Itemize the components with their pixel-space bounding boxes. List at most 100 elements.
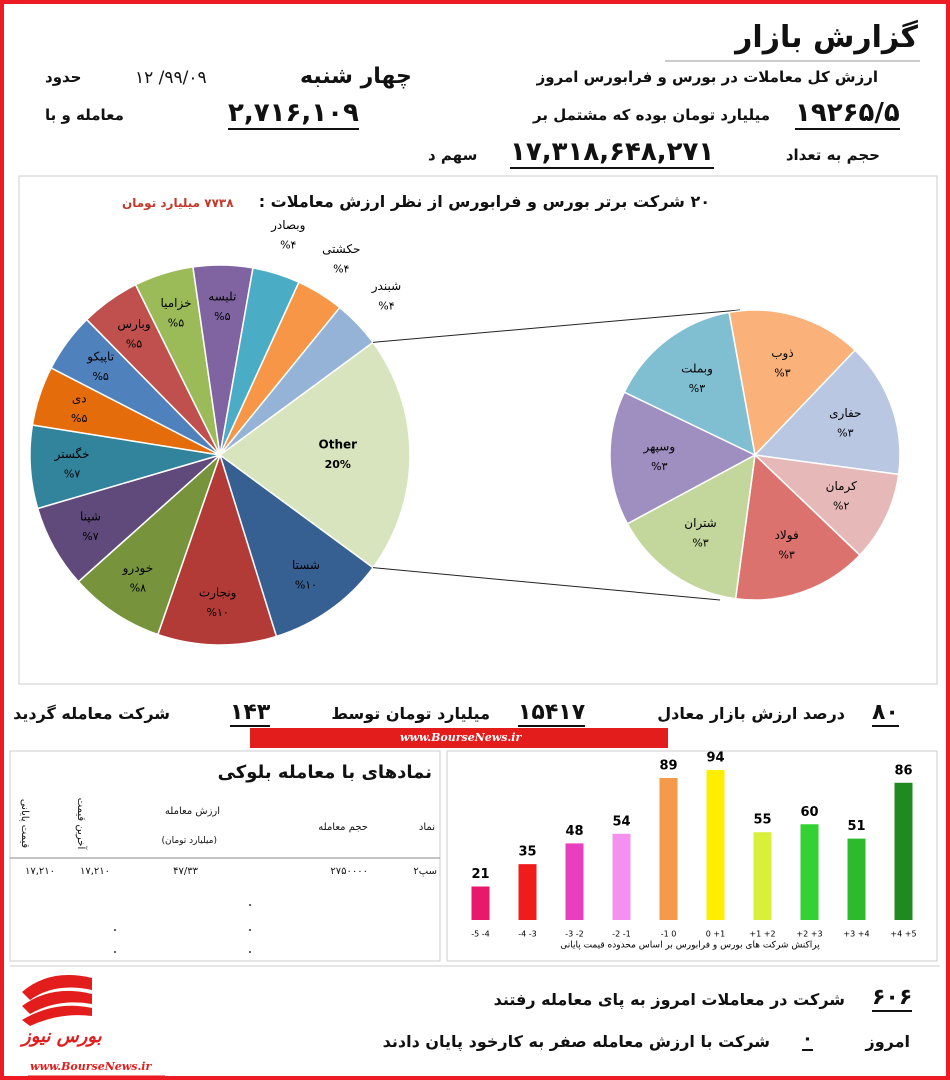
slice-label: خگستر xyxy=(54,447,90,462)
slice-value: %۵ xyxy=(92,370,108,383)
bar-frame xyxy=(446,750,938,962)
pie-slice xyxy=(626,453,756,600)
summary-text: معامله و با xyxy=(45,106,124,124)
x-tick-label: +3 +4 xyxy=(843,930,869,939)
logo-swoosh xyxy=(22,990,92,1014)
bar xyxy=(471,886,490,920)
volume: ۱۷,۳۱۸,۶۴۸,۲۷۱ xyxy=(510,137,715,169)
slice-label: خزامیا xyxy=(160,296,191,311)
slice-value: %۷ xyxy=(64,467,80,480)
placeholder-dot xyxy=(249,904,251,906)
slice-label: شستا xyxy=(292,558,320,572)
slice-value: 20% xyxy=(325,458,351,471)
placeholder-dot xyxy=(114,929,116,931)
slice-label: شتران xyxy=(684,516,716,531)
summary-text: ارزش کل معاملات در بورس و فرابورس امروز xyxy=(536,68,878,86)
bar-value: 60 xyxy=(800,805,818,820)
pie-slice xyxy=(734,453,861,601)
x-tick-label: +1 +2 xyxy=(749,930,775,939)
bar-value: 35 xyxy=(518,845,536,860)
bar-value: 86 xyxy=(894,763,912,778)
connector xyxy=(372,567,721,601)
x-tick-label: +2 +3 xyxy=(796,930,822,939)
bar-value: 94 xyxy=(706,751,724,766)
slice-value: %۳ xyxy=(837,426,853,439)
bar xyxy=(800,824,819,920)
x-tick-label: -5 -4 xyxy=(471,930,490,939)
footer-text: شرکت با ارزش معامله صفر به کارخود پایان … xyxy=(382,1032,770,1051)
slice-label: وبصادر xyxy=(270,218,305,233)
share-value: ۱۵۴۱۷ xyxy=(518,700,586,727)
x-tick-label: -3 -2 xyxy=(565,930,584,939)
slice-label: تاپیکو xyxy=(86,350,114,365)
slice-label: کرمان xyxy=(826,479,858,494)
pie-slice xyxy=(753,349,901,476)
slice-value: %۴ xyxy=(333,263,349,276)
logo-swoosh xyxy=(22,1005,92,1026)
slice-value: %۸ xyxy=(130,581,146,594)
pie-subtitle: ۷۷۳۸ میلیارد تومان xyxy=(122,196,234,210)
bar-value: 55 xyxy=(753,813,771,828)
slice-value: %۱۰ xyxy=(207,606,229,619)
watermark: www.BourseNews.ir xyxy=(30,1060,152,1073)
bar-value: 51 xyxy=(847,819,865,834)
placeholder-dot xyxy=(114,951,116,953)
column-header: ارزش معامله xyxy=(164,806,220,817)
slice-value: %۳ xyxy=(774,366,790,379)
table-cell: ۲۷۵۰۰۰۰ xyxy=(330,866,368,877)
footer-text: امروز xyxy=(865,1032,911,1051)
slice-value: %۵ xyxy=(214,310,230,323)
slice-label: وبارس xyxy=(117,317,150,332)
share-text: میلیارد تومان توسط xyxy=(331,704,490,723)
summary-text: میلیارد تومان بوده که مشتمل بر xyxy=(533,106,770,124)
slice-label: حکشتی xyxy=(322,242,360,256)
page-title: گزارش بازار xyxy=(735,20,918,55)
bar xyxy=(753,832,772,920)
summary-text: سهم د xyxy=(428,146,478,164)
pie-slice xyxy=(609,391,757,525)
banner xyxy=(250,728,668,748)
slice-value: %۴ xyxy=(280,238,296,251)
slice-label: وبملت xyxy=(681,361,713,376)
slice-value: %۳ xyxy=(778,548,794,561)
x-tick-label: -4 -3 xyxy=(518,930,537,939)
placeholder-dot xyxy=(249,929,251,931)
connector xyxy=(372,309,741,343)
trades-count: ۲,۷۱۶,۱۰۹ xyxy=(228,98,359,130)
x-tick-label: 0 +1 xyxy=(706,930,725,939)
placeholder-dot xyxy=(249,951,251,953)
pie-title: ۲۰ شرکت برتر بورس و فرابورس از نظر ارزش … xyxy=(258,192,710,211)
slice-value: %۵ xyxy=(71,412,87,425)
bar-value: 48 xyxy=(565,824,583,839)
table-cell: ۱۷,۲۱۰ xyxy=(24,866,55,877)
bar-value: 21 xyxy=(471,867,489,882)
bar xyxy=(847,838,866,920)
share-text: درصد ارزش بازار معادل xyxy=(657,704,845,723)
logo-text: بورس نیوز xyxy=(22,1026,102,1047)
x-tick-label: +4 +5 xyxy=(890,930,916,939)
slice-label: Other xyxy=(319,438,358,452)
bar xyxy=(518,864,537,920)
slice-value: %۳ xyxy=(689,382,705,395)
total-value: ۱۹۲۶۵/۵ xyxy=(795,98,900,130)
table-cell: ۱۷,۲۱۰ xyxy=(79,866,110,877)
traded-count: ۶۰۶ xyxy=(872,985,913,1012)
footer-text: شرکت در معاملات امروز به پای معامله رفتن… xyxy=(493,990,845,1009)
table-cell: سپ۲ xyxy=(413,866,437,877)
column-header: نماد xyxy=(418,822,435,833)
bar xyxy=(565,843,584,920)
pie-slice xyxy=(218,453,375,638)
slice-label: شبندر xyxy=(371,279,401,294)
pie-slice xyxy=(623,311,757,457)
share-count: ۱۴۳ xyxy=(230,700,271,727)
share-text: شرکت معامله گردید xyxy=(13,704,170,723)
slice-value: %۴ xyxy=(378,299,394,312)
bar-value: 54 xyxy=(612,814,630,829)
slice-label: شپنا xyxy=(80,510,101,524)
slice-label: ونجارت xyxy=(199,586,237,601)
pie-slice xyxy=(728,309,857,457)
slice-value: %۵ xyxy=(126,337,142,350)
date: ۹۹/۰۹/ ۱۲ xyxy=(135,68,207,88)
slice-value: %۳ xyxy=(651,460,667,473)
